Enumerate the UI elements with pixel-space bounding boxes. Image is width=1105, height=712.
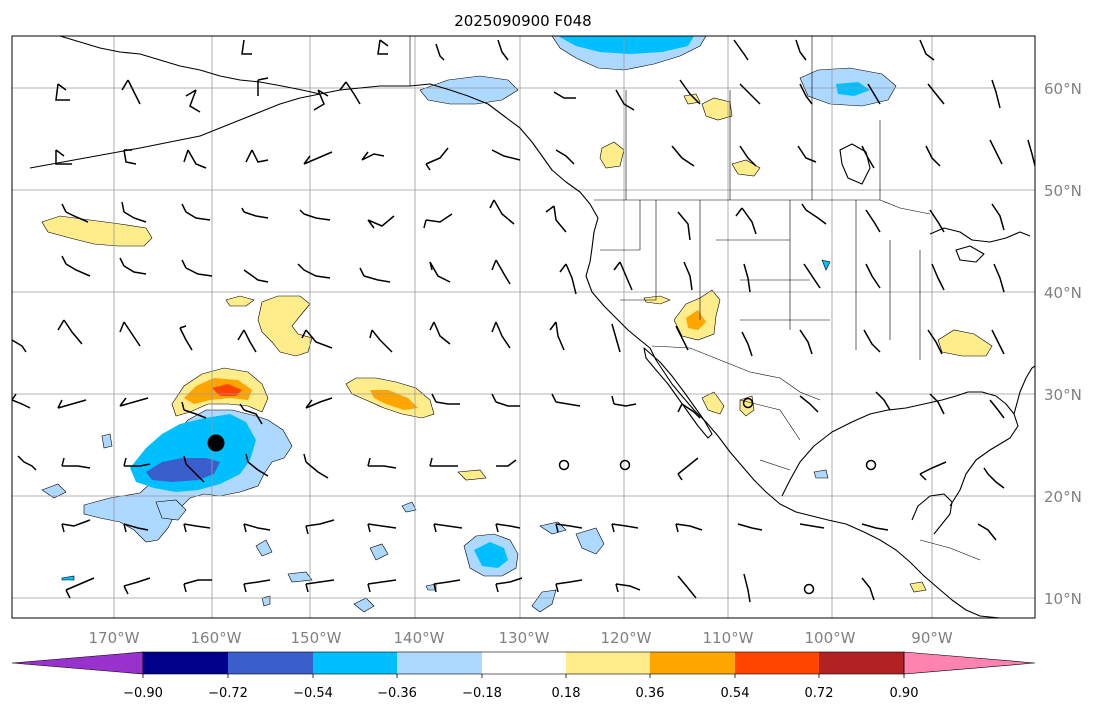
coastline-aleutians xyxy=(29,93,321,169)
coastline-yucatan xyxy=(911,493,953,535)
contour-negative-frag-4 xyxy=(287,571,313,583)
colorbar-tick-label: 0.90 xyxy=(890,686,919,701)
colorbar-segment xyxy=(482,652,567,674)
colorbar-tick-label: 0.36 xyxy=(636,686,665,701)
political-borders xyxy=(409,36,981,561)
colorbar-segment xyxy=(228,652,314,674)
colorbar-ticks xyxy=(142,674,905,678)
lon-label: 170°W xyxy=(89,629,140,647)
lon-label: 100°W xyxy=(805,629,856,647)
contour-negative-frag-6 xyxy=(353,597,375,613)
colorbar-tick-label: 0.72 xyxy=(805,686,834,701)
coastline-baja xyxy=(643,347,713,439)
colorbar-outline xyxy=(142,651,905,675)
colorbar-segment xyxy=(143,652,229,674)
lat-label: 10°N xyxy=(1044,590,1082,608)
colorbar-tick-label: −0.18 xyxy=(462,686,502,701)
lat-label: 20°N xyxy=(1044,488,1082,506)
contour-positive-ne-pacific-mid xyxy=(370,390,418,410)
contour-positive-gulf-coast xyxy=(937,329,993,357)
coastline-hudson-bay xyxy=(839,143,871,185)
contour-negative-south-blob xyxy=(531,589,557,613)
contour-negative-frag-7 xyxy=(401,501,417,513)
colorbar: −0.90 −0.72 −0.54 −0.36 −0.18 0.18 0.36 … xyxy=(11,651,1036,701)
lat-label: 30°N xyxy=(1044,386,1082,404)
lon-label: 110°W xyxy=(703,629,754,647)
colorbar-segment xyxy=(735,652,820,674)
filled-contours xyxy=(41,36,993,613)
border-us-canada xyxy=(594,199,931,215)
contour-negative-yukon-core xyxy=(558,36,694,54)
contour-negative-east-pacific-small xyxy=(575,527,605,555)
border-central-america xyxy=(919,539,981,561)
colorbar-extend-low xyxy=(11,651,144,675)
contour-positive-canada-2 xyxy=(599,141,625,169)
wind-barbs xyxy=(12,39,1035,603)
contour-negative-frag-11 xyxy=(813,469,829,479)
contour-positive-east-pacific-small xyxy=(457,469,487,481)
colorbar-segment xyxy=(313,652,398,674)
coastline-florida xyxy=(1013,365,1035,415)
lon-label: 140°W xyxy=(394,629,445,647)
contour-negative-east-pacific-core xyxy=(474,542,508,568)
lon-label: 160°W xyxy=(191,629,242,647)
contour-negative-alaska xyxy=(419,75,519,105)
contour-negative-blob-south xyxy=(155,499,187,521)
contour-positive-central-pacific-core xyxy=(212,384,242,396)
lon-label: 130°W xyxy=(499,629,550,647)
lon-label: 90°W xyxy=(911,629,953,647)
contour-negative-frag-10 xyxy=(821,259,831,271)
coastline-great-lakes xyxy=(929,227,1031,263)
coastline-alaska-west xyxy=(59,36,410,95)
colorbar-segment xyxy=(650,652,736,674)
lat-label: 60°N xyxy=(1044,80,1082,98)
colorbar-tick-label: −0.54 xyxy=(293,686,333,701)
colorbar-tick-label: −0.36 xyxy=(377,686,417,701)
lon-label: 120°W xyxy=(601,629,652,647)
contour-positive-gulf-of-alaska xyxy=(41,215,153,247)
contour-positive-small-ne-pacific xyxy=(225,295,255,307)
border-us-states xyxy=(600,200,921,360)
gridlines xyxy=(12,36,1035,618)
longitude-labels: 170°W 160°W 150°W 140°W 130°W 120°W 110°… xyxy=(89,629,953,647)
border-us-mexico xyxy=(651,345,821,401)
border-canada-provinces xyxy=(625,36,881,200)
colorbar-extend-high xyxy=(903,651,1036,675)
contour-negative-hudson-core xyxy=(836,82,870,96)
contour-negative-frag-3 xyxy=(255,539,273,557)
contour-negative-frag-1 xyxy=(41,483,67,499)
contour-positive-baja-1 xyxy=(701,391,725,415)
colorbar-tick-label: −0.72 xyxy=(208,686,248,701)
lat-label: 50°N xyxy=(1044,182,1082,200)
contour-positive-hudson xyxy=(683,93,701,105)
coastlines xyxy=(29,36,1035,618)
colorbar-segment xyxy=(397,652,483,674)
contour-positive-canada-1 xyxy=(701,97,733,121)
contour-negative-central-pacific-core xyxy=(146,458,220,482)
border-mexico-states xyxy=(739,399,801,471)
contour-negative-frag-8 xyxy=(261,595,271,607)
map-frame xyxy=(11,35,1036,619)
colorbar-segment xyxy=(819,652,905,674)
colorbar-tick-label: 0.18 xyxy=(552,686,581,701)
coastline-gulf-of-mexico xyxy=(781,391,1019,507)
contour-positive-central-america xyxy=(909,581,927,593)
calm-wind-markers xyxy=(558,397,877,595)
chart-title: 2025090900 F048 xyxy=(454,12,591,30)
storm-center-marker xyxy=(207,434,225,452)
colorbar-tick-label: 0.54 xyxy=(721,686,750,701)
lon-label: 150°W xyxy=(291,629,342,647)
coastline-north-america xyxy=(409,83,1001,618)
contour-negative-frag-2 xyxy=(101,433,113,449)
colorbar-segment xyxy=(566,652,651,674)
contour-negative-frag-5 xyxy=(369,543,389,561)
colorbar-tick-label: −0.90 xyxy=(123,686,163,701)
contour-positive-arizona-core xyxy=(686,310,706,330)
map-plot-area xyxy=(12,36,1035,618)
lat-label: 40°N xyxy=(1044,284,1082,302)
contour-negative-frag-9 xyxy=(61,575,75,581)
contour-positive-nevada xyxy=(643,295,671,305)
latitude-labels: 10°N 20°N 30°N 40°N 50°N 60°N xyxy=(1044,80,1082,608)
